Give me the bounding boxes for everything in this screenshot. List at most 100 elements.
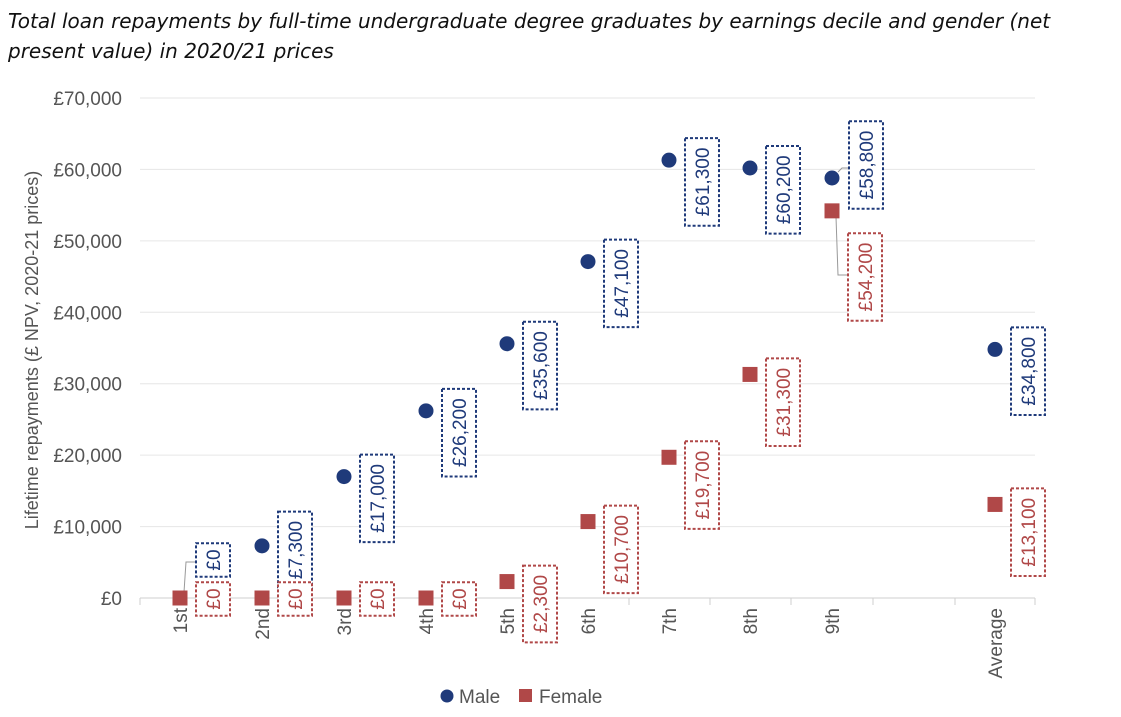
label-text: £10,700 xyxy=(612,515,633,584)
label-frame xyxy=(1010,326,1046,417)
male-point xyxy=(580,254,596,270)
female-point xyxy=(336,590,352,606)
y-tick-label: £20,000 xyxy=(53,446,122,467)
x-axis: 1st 2nd 3rd 4th 5th 6th 7th 8th 9th Average xyxy=(139,597,1036,678)
label-text: £0 xyxy=(204,588,225,609)
chart-title: Total loan repayments by full-time under… xyxy=(8,9,1051,63)
label-frame xyxy=(684,440,720,530)
label-frame xyxy=(1010,487,1046,578)
label-frame xyxy=(195,581,231,617)
label-text: £19,700 xyxy=(693,451,714,520)
female-point xyxy=(742,366,758,382)
male-data-label: £47,100 xyxy=(603,238,639,329)
female-data-label: £0 xyxy=(195,581,231,617)
female-point xyxy=(172,590,188,606)
male-point xyxy=(499,336,515,352)
label-text: £31,300 xyxy=(774,368,795,437)
female-point xyxy=(987,496,1003,512)
male-point xyxy=(418,403,434,419)
male-data-label: £35,600 xyxy=(522,320,558,411)
label-frame xyxy=(847,232,883,322)
label-text: £0 xyxy=(204,549,225,570)
label-text: £26,200 xyxy=(450,398,471,467)
label-frame xyxy=(522,564,558,644)
y-tick-label: £30,000 xyxy=(53,375,122,396)
female-data-label: £2,300 xyxy=(522,564,558,644)
data-labels: £0 £7,300 £17,000 £26,200 £35,600 £47,100 £61,… xyxy=(195,120,1046,644)
leader-line xyxy=(183,561,196,593)
label-text: £61,300 xyxy=(693,148,714,217)
female-data-label: £10,700 xyxy=(603,504,639,595)
male-data-label: £26,200 xyxy=(441,387,477,478)
label-text: £60,200 xyxy=(774,155,795,224)
y-tick-label: £60,000 xyxy=(53,160,122,181)
female-data-label: £0 xyxy=(277,581,313,617)
label-frame xyxy=(765,357,801,448)
legend-female-marker xyxy=(519,689,532,702)
y-axis-ticks: £0 £10,000 £20,000 £30,000 £40,000 £50,000 £60… xyxy=(53,89,122,610)
label-text: £35,600 xyxy=(531,331,552,400)
leader-line xyxy=(837,167,849,173)
label-text: £2,300 xyxy=(531,575,552,633)
x-tick-label: 3rd xyxy=(335,608,356,635)
x-tick-label: 2nd xyxy=(253,608,274,640)
x-tick-label: 8th xyxy=(741,608,762,634)
x-tick-label: 5th xyxy=(498,608,519,634)
female-data-label: £19,700 xyxy=(684,440,720,530)
y-tick-label: £50,000 xyxy=(53,232,122,253)
label-frame xyxy=(441,581,477,617)
label-text: £0 xyxy=(286,588,307,609)
label-frame xyxy=(684,137,720,227)
y-tick-label: £40,000 xyxy=(53,303,122,324)
leader-lines xyxy=(183,167,849,593)
legend: Male Female xyxy=(440,687,602,708)
male-point xyxy=(336,469,352,485)
y-tick-label: £10,000 xyxy=(53,518,122,539)
label-text: £34,800 xyxy=(1019,337,1040,406)
male-point xyxy=(824,170,840,186)
label-text: £0 xyxy=(450,588,471,609)
y-tick-label: £0 xyxy=(101,589,122,610)
label-frame xyxy=(848,120,884,210)
male-point xyxy=(254,538,270,554)
label-frame xyxy=(603,504,639,595)
gridlines xyxy=(140,97,1035,528)
label-text: £7,300 xyxy=(286,521,307,579)
female-point xyxy=(254,590,270,606)
female-point xyxy=(418,590,434,606)
label-frame xyxy=(195,542,231,578)
male-data-label: £17,000 xyxy=(359,453,395,544)
legend-male-marker xyxy=(440,689,454,703)
label-text: £54,200 xyxy=(856,243,877,312)
label-frame xyxy=(765,145,801,235)
label-text: £0 xyxy=(368,588,389,609)
y-axis-label: Lifetime repayments (£ NPV, 2020-21 pric… xyxy=(22,171,42,530)
legend-male-label: Male xyxy=(459,687,500,708)
male-data-label: £60,200 xyxy=(765,145,801,235)
female-data-label: £31,300 xyxy=(765,357,801,448)
x-tick-label: 7th xyxy=(660,608,681,634)
female-data-label: £54,200 xyxy=(847,232,883,322)
data-points xyxy=(172,152,1003,606)
x-tick-label: 6th xyxy=(579,608,600,634)
x-tick-label: 1st xyxy=(171,607,192,633)
label-frame xyxy=(603,238,639,329)
male-data-label: £58,800 xyxy=(848,120,884,210)
female-point xyxy=(661,449,677,465)
leader-line xyxy=(835,216,848,276)
x-tick-label: Average xyxy=(986,608,1007,678)
female-point xyxy=(580,514,596,530)
female-data-label: £0 xyxy=(359,581,395,617)
female-data-label: £0 xyxy=(441,581,477,617)
label-frame xyxy=(359,453,395,544)
y-tick-label: £70,000 xyxy=(53,89,122,110)
label-text: £58,800 xyxy=(857,131,878,200)
label-frame xyxy=(522,320,558,411)
male-data-label: £34,800 xyxy=(1010,326,1046,417)
label-text: £47,100 xyxy=(612,249,633,318)
male-point xyxy=(661,152,677,168)
female-point xyxy=(824,203,840,219)
male-data-label: £61,300 xyxy=(684,137,720,227)
legend-female-label: Female xyxy=(539,687,602,708)
